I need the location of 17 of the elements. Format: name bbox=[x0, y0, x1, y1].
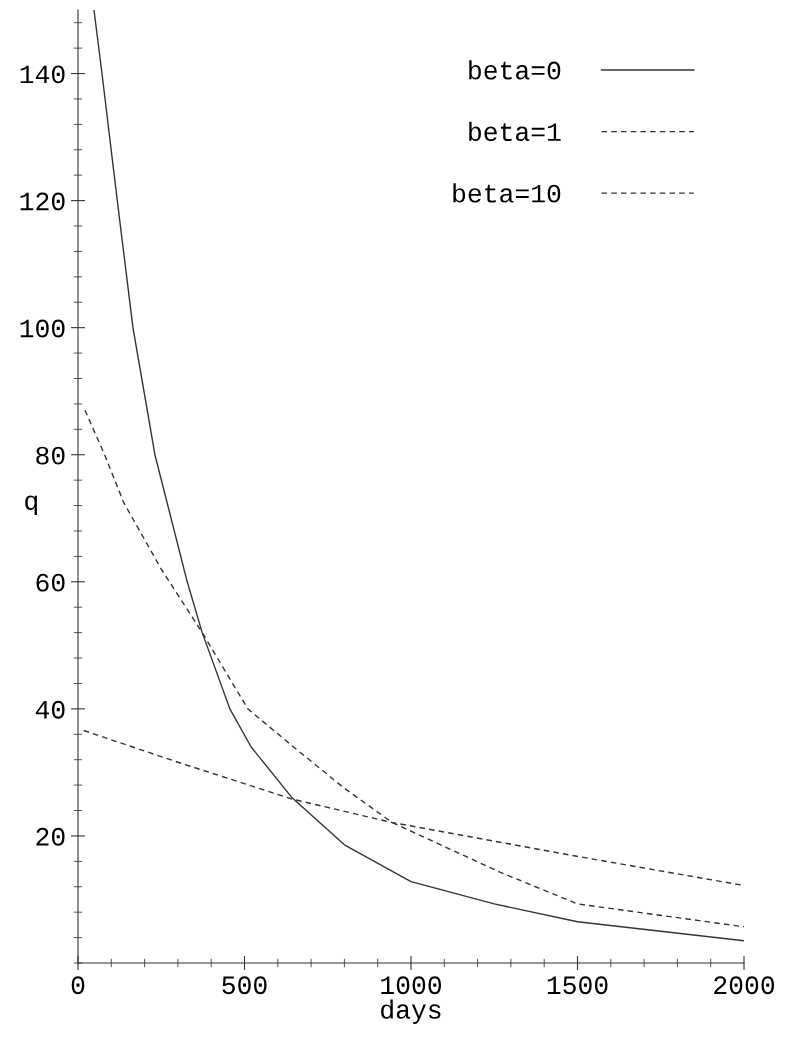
y-tick-label: 20 bbox=[36, 827, 65, 846]
x-tick-label: 500 bbox=[222, 976, 267, 995]
legend-label: beta=0 bbox=[469, 60, 561, 80]
y-tick-label: 60 bbox=[36, 573, 65, 592]
x-tick-label: 1500 bbox=[547, 976, 608, 995]
x-tick-label: 2000 bbox=[714, 976, 775, 995]
y-tick-label: 80 bbox=[36, 446, 65, 465]
legend-label: beta=1 bbox=[469, 121, 561, 142]
x-tick-label: 1000 bbox=[381, 976, 442, 995]
x-axis-title: days bbox=[381, 999, 441, 1024]
legend-label: beta=10 bbox=[453, 183, 561, 203]
y-tick-label: 120 bbox=[20, 192, 65, 211]
x-tick-label: 0 bbox=[71, 976, 85, 995]
y-tick-label: 140 bbox=[20, 65, 65, 84]
y-tick-label: 100 bbox=[20, 319, 65, 338]
y-tick-label: 40 bbox=[35, 700, 65, 719]
y-axis-title: q bbox=[25, 495, 37, 516]
